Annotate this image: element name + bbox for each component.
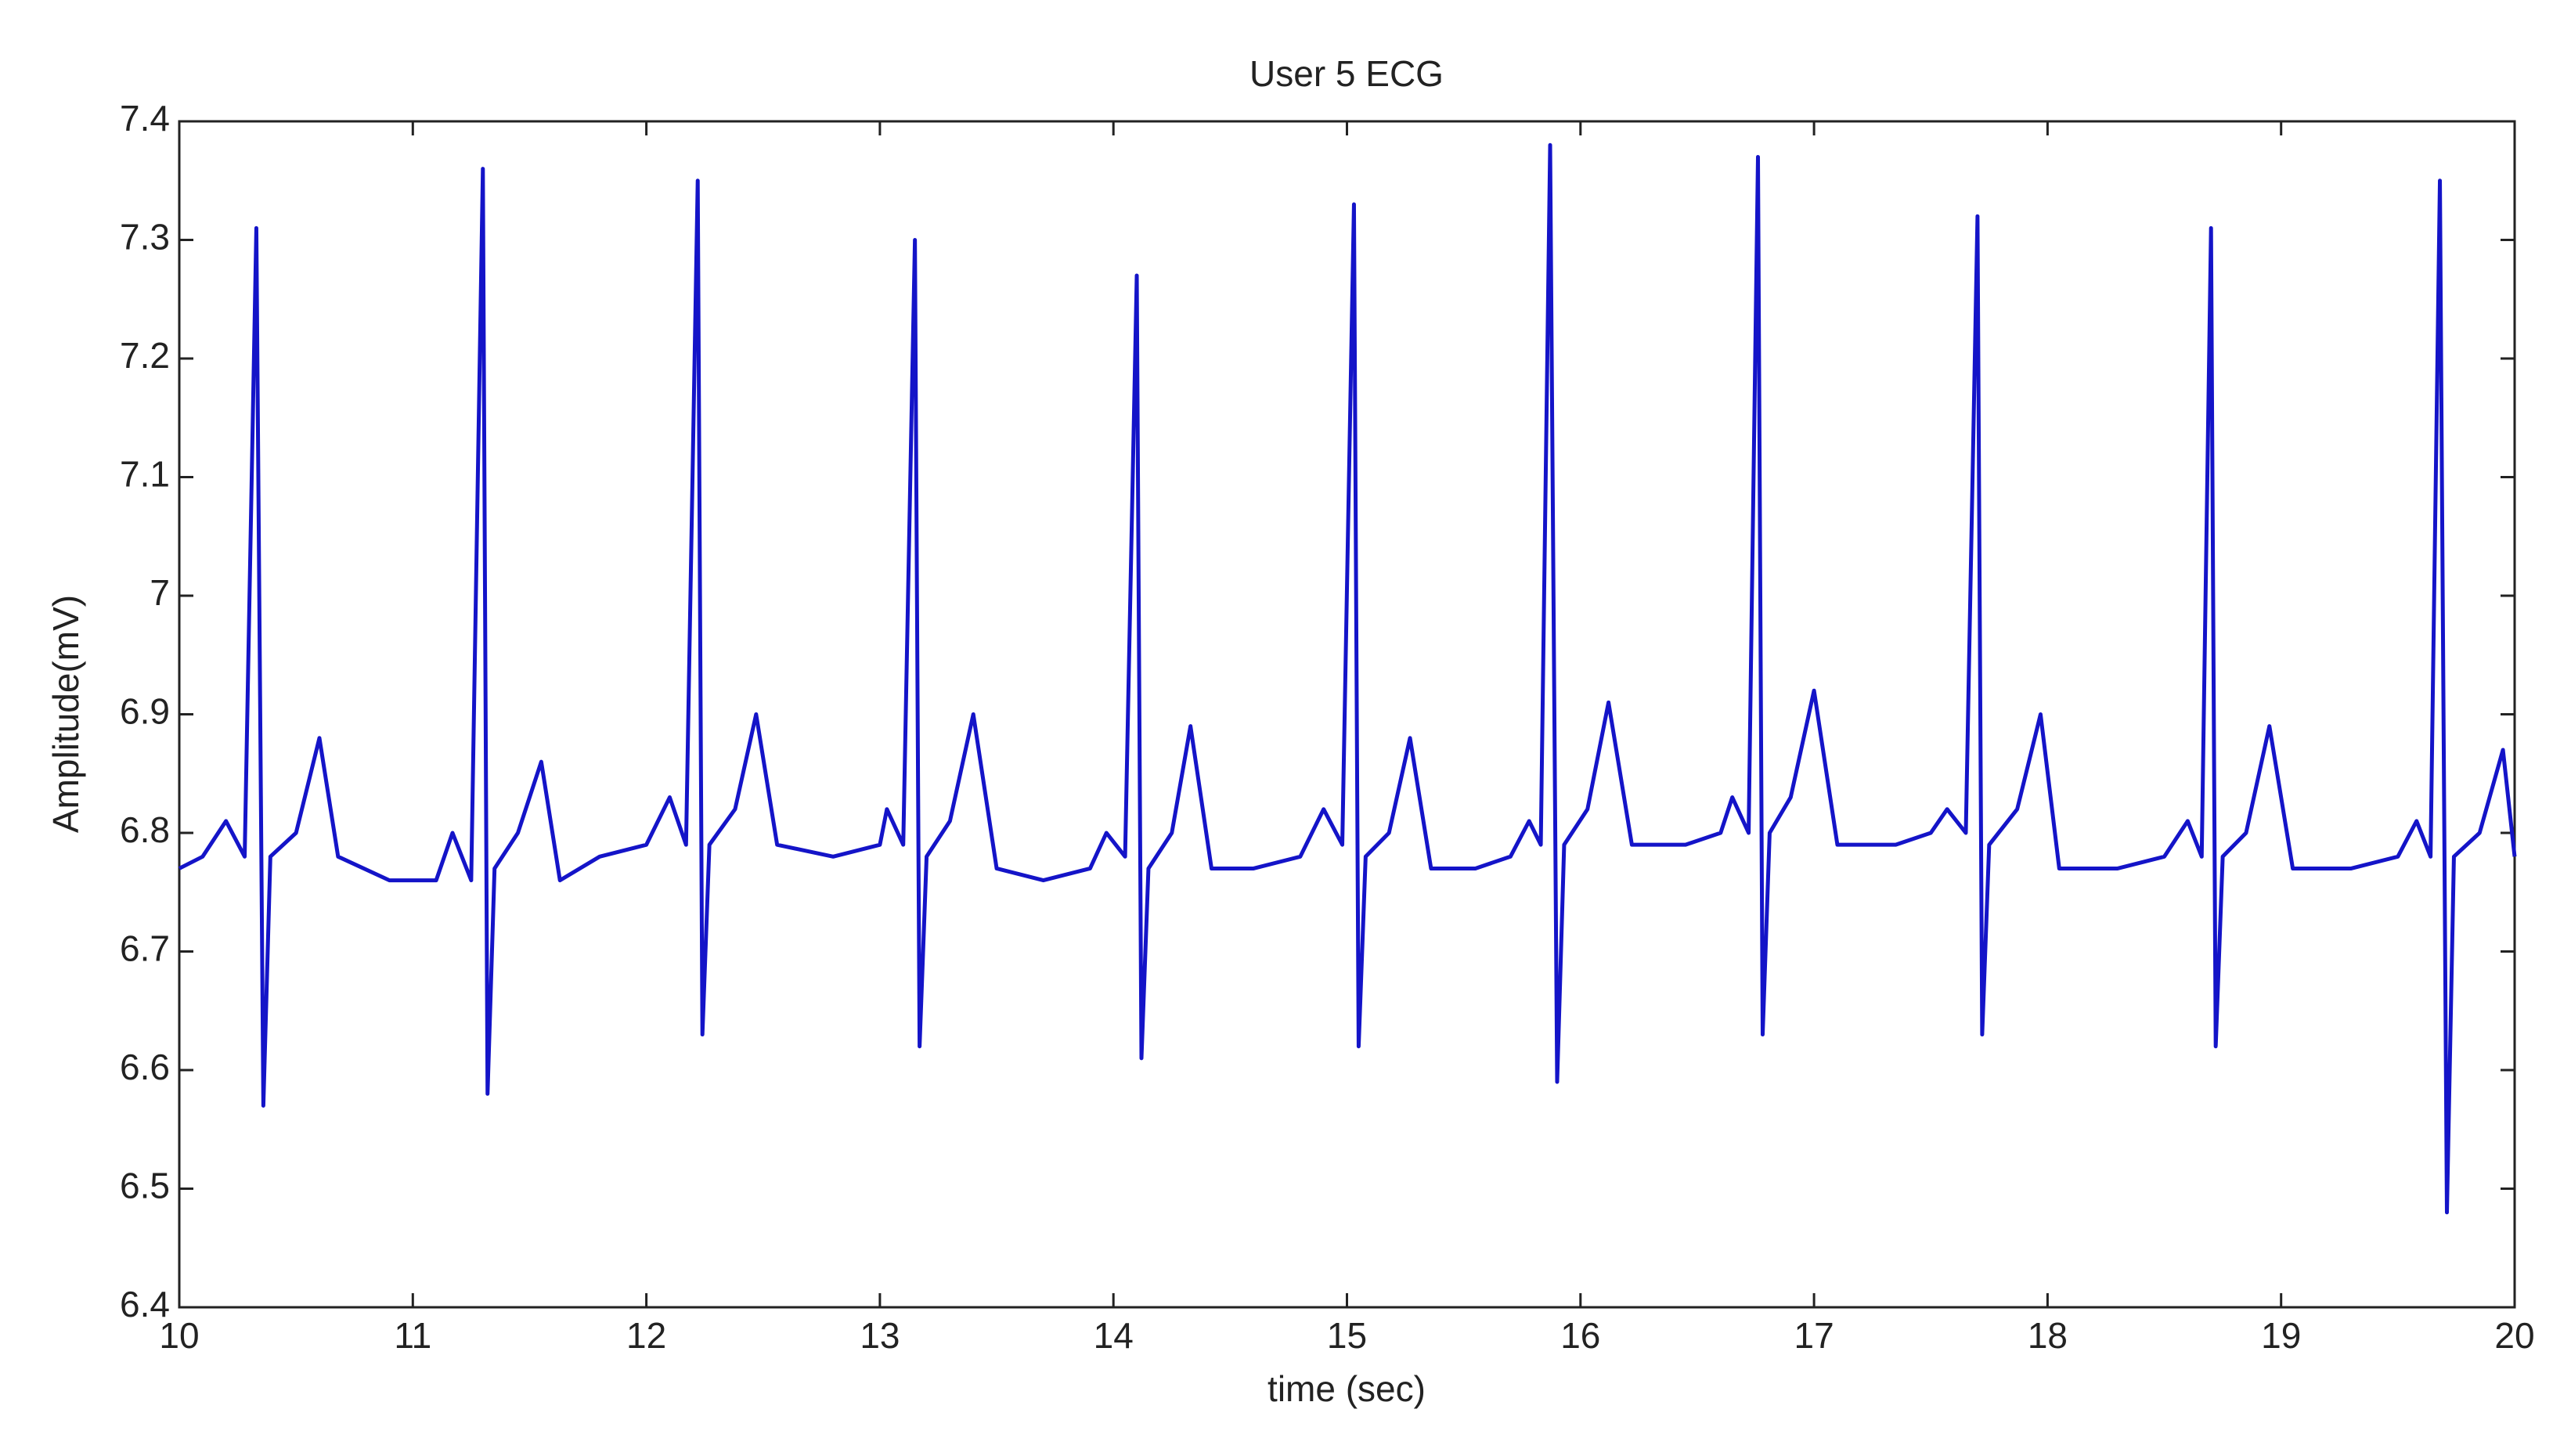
x-tick-label: 19 (2261, 1315, 2301, 1356)
x-tick-label: 10 (159, 1315, 199, 1356)
y-tick-label: 7.2 (120, 335, 170, 376)
y-tick-label: 6.6 (120, 1047, 170, 1087)
x-tick-label: 15 (1327, 1315, 1367, 1356)
y-axis-label: Amplitude(mV) (45, 595, 86, 833)
y-tick-label: 6.8 (120, 809, 170, 850)
x-tick-label: 20 (2494, 1315, 2534, 1356)
x-tick-label: 18 (2028, 1315, 2068, 1356)
y-tick-label: 7.4 (120, 98, 170, 139)
y-tick-label: 6.5 (120, 1166, 170, 1206)
chart-title: User 5 ECG (1249, 53, 1444, 94)
y-tick-label: 6.7 (120, 928, 170, 969)
plot-frame (178, 120, 2516, 1309)
y-tick-label: 6.9 (120, 691, 170, 732)
x-tick-label: 17 (1794, 1315, 1834, 1356)
x-tick-label: 13 (860, 1315, 900, 1356)
x-tick-label: 16 (1560, 1315, 1600, 1356)
y-tick-label: 6.4 (120, 1284, 170, 1324)
x-tick-label: 12 (626, 1315, 666, 1356)
x-tick-label: 11 (394, 1315, 431, 1356)
x-tick-label: 14 (1094, 1315, 1134, 1356)
x-axis-label: time (sec) (1267, 1368, 1426, 1409)
y-tick-label: 7 (150, 572, 170, 613)
y-tick-label: 7.3 (120, 217, 170, 258)
y-tick-label: 7.1 (120, 454, 170, 495)
ecg-line (178, 142, 2517, 1215)
